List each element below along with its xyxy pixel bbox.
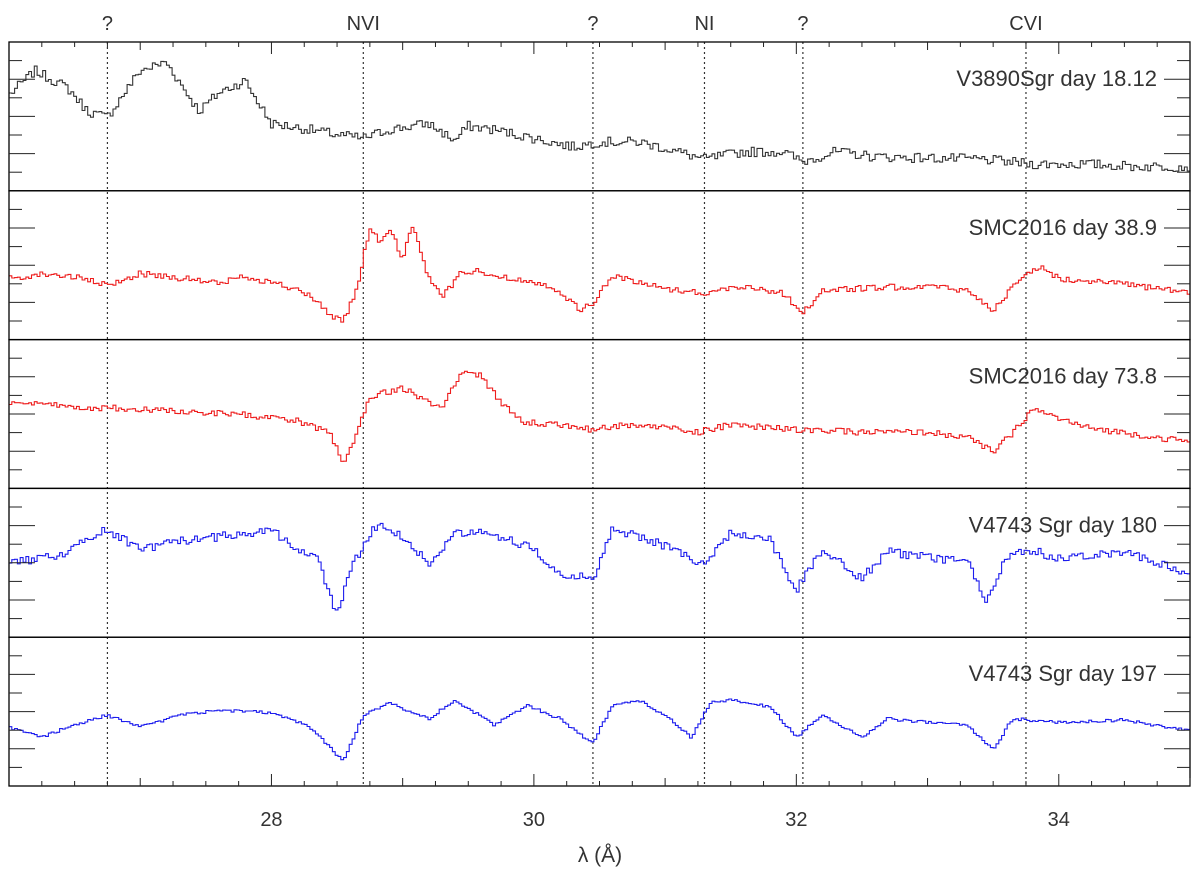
line-label: NVI [347,13,380,35]
line-label: NI [694,13,714,35]
line-label: ? [587,13,598,35]
spectrum-series [9,698,1190,761]
series-label: SMC2016 day 73.8 [969,364,1157,389]
labels: ? NVI? NI? CVI V3890Sgr day 18.12 SMC2016 day… [102,13,1157,831]
spectrum-series [9,522,1190,611]
x-tick-label: 28 [260,809,282,831]
spectrum-series [9,60,1190,172]
x-tick-label: 32 [785,809,807,831]
x-tick-label: 34 [1048,809,1070,831]
series-label: V4743 Sgr day 180 [969,512,1157,537]
spectrum-series [9,226,1190,323]
series-label: V3890Sgr day 18.12 [956,66,1157,91]
spectrum-series [9,370,1190,462]
line-label: ? [797,13,808,35]
series-label: SMC2016 day 38.9 [969,215,1157,240]
line-label: CVI [1009,13,1042,35]
line-label: ? [102,13,113,35]
panel-frames [8,41,1191,787]
x-tick-label: 30 [523,809,545,831]
spectra [9,60,1190,761]
series-label: V4743 Sgr day 197 [969,661,1157,686]
x-axis-label: λ (Å) [578,844,622,867]
